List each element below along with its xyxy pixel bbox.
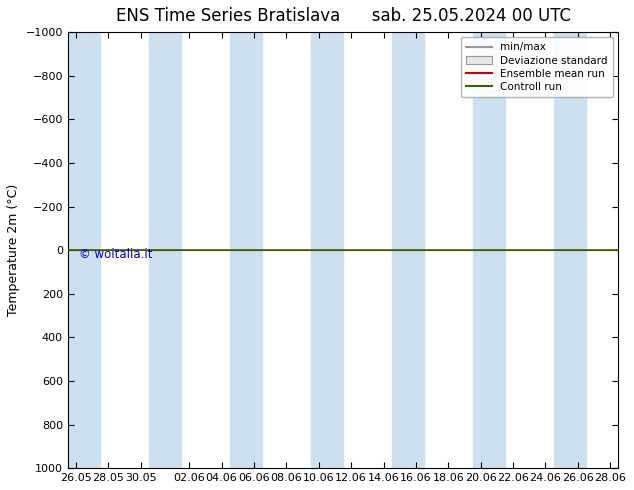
- Bar: [230, 32, 262, 468]
- Bar: [68, 32, 100, 468]
- Bar: [149, 32, 181, 468]
- Y-axis label: Temperature 2m (°C): Temperature 2m (°C): [7, 184, 20, 316]
- Title: ENS Time Series Bratislava      sab. 25.05.2024 00 UTC: ENS Time Series Bratislava sab. 25.05.20…: [115, 7, 571, 25]
- Bar: [472, 32, 505, 468]
- Bar: [311, 32, 343, 468]
- Text: © woitalia.it: © woitalia.it: [79, 248, 152, 261]
- Bar: [392, 32, 424, 468]
- Legend: min/max, Deviazione standard, Ensemble mean run, Controll run: min/max, Deviazione standard, Ensemble m…: [461, 37, 613, 97]
- Bar: [553, 32, 586, 468]
